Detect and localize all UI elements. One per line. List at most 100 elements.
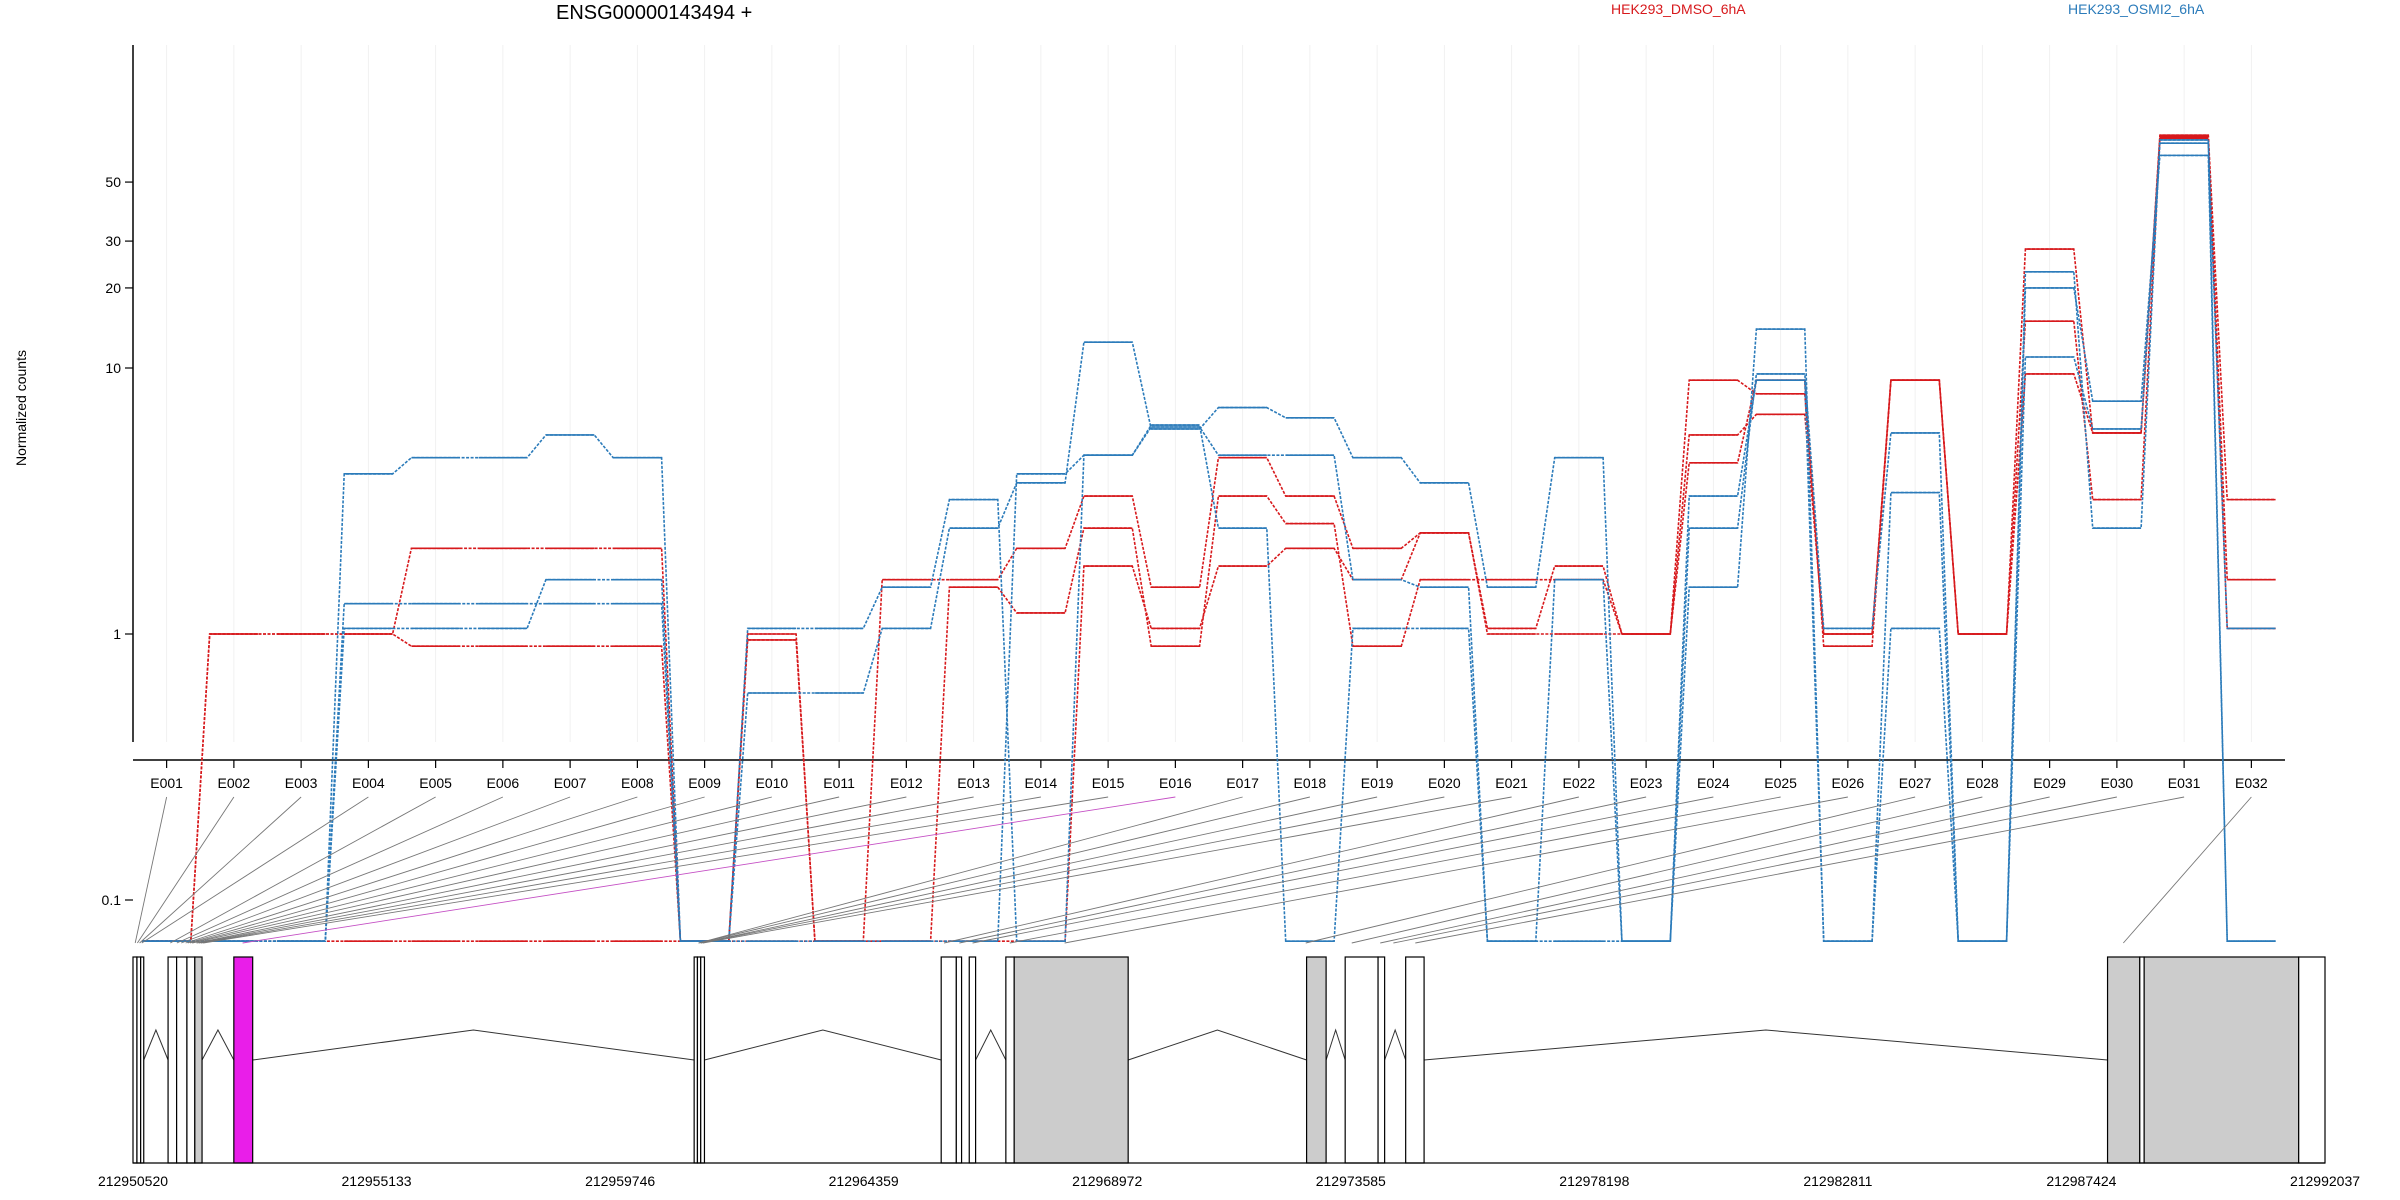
- x-tick-label: E019: [1361, 775, 1394, 791]
- exon-mapping-line: [1009, 796, 1781, 944]
- exon-mapping-line: [2122, 796, 2252, 944]
- x-tick-label: E025: [1764, 775, 1797, 791]
- exon-mapping-line: [141, 796, 369, 944]
- x-tick-label: E005: [419, 775, 452, 791]
- x-tick-label: E010: [756, 775, 789, 791]
- x-tick-label: E021: [1495, 775, 1528, 791]
- exon-mapping-line: [139, 796, 302, 944]
- series-line: [142, 134, 2276, 942]
- exon: [2106, 956, 2141, 1164]
- series-5: [142, 142, 2276, 943]
- y-tick-label: 30: [105, 233, 121, 249]
- exon: [700, 956, 706, 1164]
- highlighted-exon: [233, 956, 254, 1164]
- x-tick-label: E004: [352, 775, 385, 791]
- exon-mapping-line: [1380, 796, 2050, 944]
- x-tick-label: E016: [1159, 775, 1192, 791]
- exon: [1305, 956, 1327, 1164]
- legend-dmso: HEK293_DMSO_6hA: [1611, 1, 1746, 17]
- intron: [1424, 1029, 2108, 1061]
- x-tick-label: E008: [621, 775, 654, 791]
- genome-tick-label: 212955133: [342, 1173, 412, 1189]
- exon: [955, 956, 963, 1164]
- y-tick-label: 20: [105, 280, 121, 296]
- exon: [2298, 956, 2326, 1164]
- x-tick-label: E031: [2168, 775, 2201, 791]
- exon-mapping-line: [700, 796, 1445, 944]
- genome-tick-label: 212964359: [829, 1173, 899, 1189]
- exon-mapping-line: [181, 796, 571, 944]
- exon-mapping-line: [189, 796, 772, 944]
- exon-mapping-line: [698, 796, 1310, 944]
- intron: [252, 1029, 695, 1061]
- exon-mapping-line: [203, 796, 1109, 944]
- y-axis-label: Normalized counts: [13, 350, 29, 466]
- intron: [975, 1028, 1007, 1061]
- exon: [1377, 956, 1386, 1164]
- x-tick-label: E024: [1697, 775, 1730, 791]
- exon-mapping-line: [176, 796, 504, 944]
- exon-mapping-line: [200, 796, 1041, 944]
- legend-osmi2: HEK293_OSMI2_6hA: [2068, 1, 2205, 17]
- intron: [1384, 1028, 1407, 1061]
- exon: [1405, 956, 1425, 1164]
- exon: [186, 956, 196, 1164]
- exon-mapping-line: [192, 796, 840, 944]
- exon-mapping-line: [134, 796, 168, 944]
- exon: [140, 956, 145, 1164]
- exon-mapping-line: [196, 796, 907, 944]
- series-1: [142, 134, 2276, 943]
- series-3: [142, 135, 2276, 943]
- exon-mapping-line: [185, 796, 638, 944]
- intron: [1325, 1028, 1346, 1061]
- x-tick-label: E030: [2101, 775, 2134, 791]
- exon-mapping-line: [972, 796, 1714, 944]
- exon: [1005, 956, 1015, 1164]
- genome-tick-label: 212978198: [1559, 1173, 1629, 1189]
- exon: [968, 956, 977, 1164]
- exon: [2139, 956, 2145, 1164]
- intron: [201, 1028, 235, 1061]
- exon-mapping-line: [959, 796, 1647, 944]
- x-tick-label: E015: [1092, 775, 1125, 791]
- x-tick-label: E002: [218, 775, 251, 791]
- x-tick-label: E007: [554, 775, 587, 791]
- y-tick-label: 1: [113, 626, 121, 642]
- x-tick-label: E029: [2033, 775, 2066, 791]
- genome-tick-label: 212992037: [2290, 1173, 2360, 1189]
- x-tick-label: E022: [1563, 775, 1596, 791]
- x-tick-label: E023: [1630, 775, 1663, 791]
- exon: [940, 956, 957, 1164]
- exon-mapping-line: [943, 796, 1579, 944]
- x-tick-label: E032: [2235, 775, 2268, 791]
- exon-mapping-line: [1393, 796, 2117, 944]
- series-6: [142, 139, 2276, 943]
- exon: [2143, 956, 2300, 1164]
- x-tick-label: E028: [1966, 775, 1999, 791]
- exon-mapping-line: [242, 796, 1176, 944]
- exon-mapping-line: [1064, 796, 1848, 944]
- exon-mapping-line: [170, 796, 436, 944]
- x-tick-label: E003: [285, 775, 318, 791]
- intron: [1128, 1029, 1307, 1061]
- exon: [194, 956, 203, 1164]
- x-tick-label: E027: [1899, 775, 1932, 791]
- y-tick-label: 0.1: [102, 892, 122, 908]
- genome-tick-label: 212950520: [98, 1173, 168, 1189]
- genome-tick-label: 212959746: [585, 1173, 655, 1189]
- intron: [143, 1028, 169, 1061]
- exon-mapping-line: [187, 796, 705, 944]
- genome-tick-label: 212973585: [1316, 1173, 1386, 1189]
- exon-mapping-line: [1415, 796, 2185, 944]
- series-line: [142, 136, 2276, 942]
- gene-model: [132, 956, 2326, 1164]
- genome-tick-label: 212968972: [1072, 1173, 1142, 1189]
- x-tick-label: E020: [1428, 775, 1461, 791]
- exon-mapping-line: [198, 796, 974, 944]
- exon-mapping-line: [137, 796, 235, 944]
- y-tick-label: 50: [105, 174, 121, 190]
- genome-tick-label: 212982811: [1803, 1173, 1872, 1189]
- x-tick-label: E018: [1294, 775, 1327, 791]
- x-tick-label: E012: [890, 775, 923, 791]
